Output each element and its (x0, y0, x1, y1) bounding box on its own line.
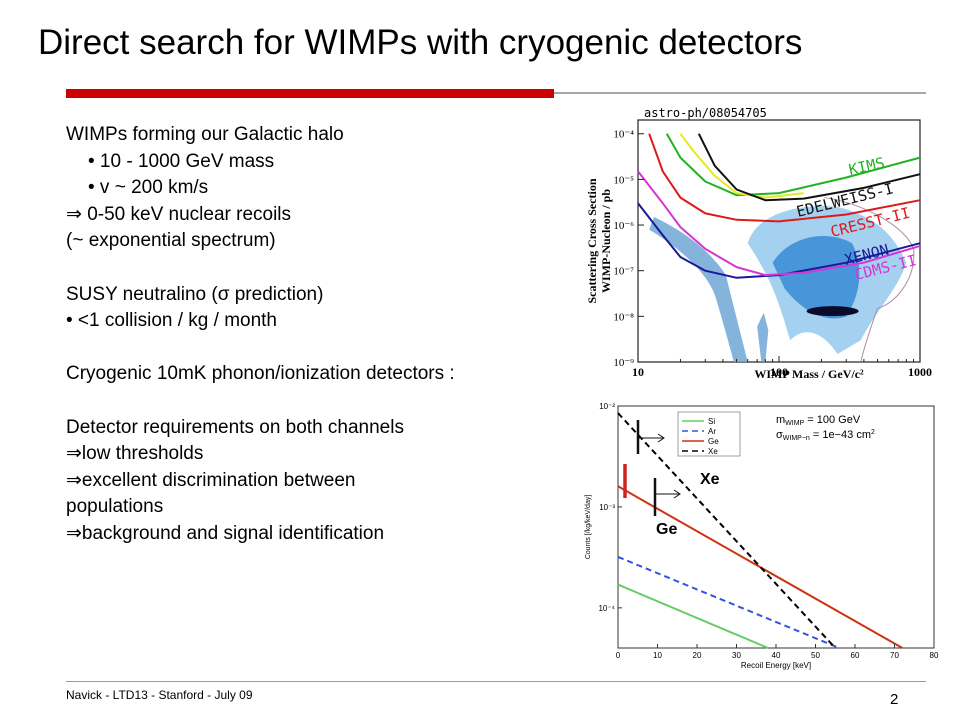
body-spacer (66, 255, 566, 282)
body-line: ⇒ 0-50 keV nuclear recoils (66, 203, 292, 225)
x-tick-label: 100 (770, 365, 788, 379)
x-tick-label: 0 (616, 651, 621, 660)
spectrum-line-ge (617, 485, 903, 649)
y-tick-label: 10⁻⁷ (613, 266, 634, 278)
x-tick-label: 1000 (908, 365, 932, 379)
exclusion-curve-cdms-ii (637, 170, 921, 277)
legend-label: Ar (708, 427, 716, 436)
x-tick-label: 10 (632, 365, 644, 379)
x-tick-label: 60 (851, 651, 860, 660)
x-axis-label: Recoil Energy [keV] (741, 661, 811, 670)
param-cross-section: σWIMP−n = 1e−43 cm2 (776, 429, 875, 442)
x-tick-label: 40 (772, 651, 781, 660)
body-line: ⇒excellent discrimination between (66, 469, 356, 491)
x-tick-label: 10 (653, 651, 662, 660)
x-tick-label: 80 (930, 651, 939, 660)
x-tick-label: 20 (693, 651, 702, 660)
x-tick-label: 50 (811, 651, 820, 660)
title-divider-line (554, 92, 926, 94)
ge-arrow-head (673, 489, 681, 499)
spectrum-line-xe (617, 412, 837, 649)
exclusion-curve-kims (665, 133, 921, 197)
y-tick-label: 10⁻³ (599, 503, 615, 512)
legend-label: Si (708, 417, 715, 426)
body-line: (~ exponential spectrum) (66, 230, 276, 252)
legend-box (677, 411, 741, 457)
y-tick-label: 10⁻² (599, 402, 615, 411)
legend-label: Xe (708, 447, 718, 456)
exclusion-curve-unlabeled-1 (679, 133, 804, 199)
body-line: • v ~ 200 km/s (88, 177, 209, 199)
y-axis-label: Counts [/kg/keV/day] (585, 495, 592, 560)
xe-arrow-head (657, 433, 665, 443)
recoil-spectrum-chart: 0 10 20 30 40 50 60 70 80 10⁻² 10⁻³ 10⁻⁴ Recoil Ener… (585, 402, 939, 670)
susy-blob-inner (772, 236, 860, 319)
footer-divider (66, 681, 926, 682)
y-tick-label: 10⁻⁹ (613, 357, 634, 369)
x-tick-label: 70 (890, 651, 899, 660)
body-text: WIMPs forming our Galactic halo • 10 - 10… (66, 122, 566, 548)
susy-spike (757, 312, 769, 362)
body-line: Cryogenic 10mK phonon/ionization detecto… (66, 363, 455, 385)
param-mass: mWIMP = 100 GeV (776, 414, 861, 427)
y-tick-label: 10⁻⁴ (613, 129, 634, 141)
exclusion-curve-cresst-ii (648, 133, 921, 223)
body-line: Detector requirements on both channels (66, 416, 404, 438)
body-line: ⇒low thresholds (66, 443, 204, 465)
source-reference: astro-ph/08054705 (644, 106, 767, 120)
exclusion-curve-edelweiss-i (697, 133, 921, 202)
y-axis-label-line2: WIMP-Nucleon / pb (599, 189, 613, 293)
body-line: WIMPs forming our Galactic halo (66, 124, 344, 145)
legend-label: Ge (708, 437, 719, 446)
body-spacer (66, 388, 566, 415)
slide-title: Direct search for WIMPs with cryogenic d… (38, 23, 803, 62)
susy-contour (824, 197, 915, 363)
ge-threshold-label: Ge (656, 521, 677, 538)
exclusion-curve-xenon (637, 202, 921, 279)
y-tick-label: 10⁻⁶ (613, 220, 634, 232)
y-tick-label: 10⁻⁴ (598, 604, 615, 613)
y-tick-label: 10⁻⁵ (613, 174, 634, 186)
page-number: 2 (890, 691, 899, 708)
footer-text: Navick - LTD13 - Stanford - July 09 (66, 688, 253, 702)
body-line: • <1 collision / kg / month (66, 310, 278, 332)
x-axis-label: WIMP Mass / GeV/c² (754, 367, 864, 380)
y-axis-label-line1: Scattering Cross Section (585, 178, 599, 303)
y-tick-label: 10⁻⁸ (613, 311, 634, 323)
spectrum-line-si (617, 583, 769, 649)
title-accent-bar (66, 89, 554, 98)
body-spacer (66, 335, 566, 362)
body-line: ⇒background and signal identification (66, 522, 385, 544)
x-tick-label: 30 (732, 651, 741, 660)
susy-core (806, 306, 859, 317)
body-line: • 10 - 1000 GeV mass (88, 150, 275, 172)
body-line: SUSY neutralino (σ prediction) (66, 283, 324, 305)
body-line: populations (66, 496, 164, 518)
xe-threshold-label: Xe (700, 471, 720, 488)
